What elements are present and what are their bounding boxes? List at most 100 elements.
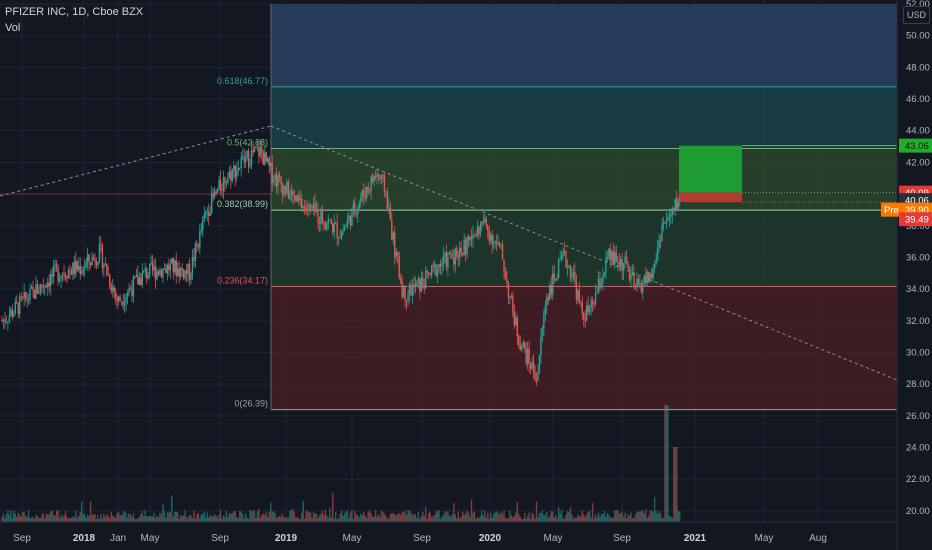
volume-bar (256, 511, 259, 522)
candle-body (11, 309, 14, 317)
candle-body (584, 319, 586, 321)
candle-body (540, 337, 542, 356)
volume-bar (264, 514, 266, 522)
volume-bar (324, 509, 327, 522)
volume-bar (162, 504, 164, 522)
candle-body (621, 259, 623, 271)
candle-body (343, 227, 346, 231)
volume-indicator-label[interactable]: Vol (5, 22, 21, 34)
volume-bar (560, 509, 563, 522)
trendline-up[interactable] (0, 125, 272, 197)
candle-body (79, 266, 81, 274)
volume-bar (425, 506, 427, 522)
candle-body (210, 193, 213, 214)
volume-bar (525, 518, 527, 522)
volume-bar (50, 511, 52, 522)
candle-body (470, 237, 473, 239)
volume-bar (337, 518, 340, 522)
candle-body (177, 268, 179, 276)
candle-body (529, 363, 532, 369)
volume-bar (365, 517, 368, 522)
volume-bar (29, 517, 31, 522)
candle-body (333, 223, 335, 233)
candle-body (162, 268, 164, 278)
symbol-title[interactable]: PFIZER INC, 1D, Cboe BZX (5, 6, 144, 18)
candle-body (581, 302, 583, 314)
volume-bar (646, 517, 648, 522)
time-tick-label: Aug (809, 533, 827, 544)
volume-bar (268, 511, 270, 522)
volume-bar (252, 510, 254, 522)
volume-bar (35, 514, 37, 522)
volume-bar (636, 511, 638, 522)
volume-bar (2, 513, 5, 522)
candle-body (327, 219, 330, 224)
trendline-down[interactable] (270, 125, 898, 381)
volume-bar (236, 516, 238, 522)
candle-body (218, 179, 220, 190)
volume-bar (69, 518, 71, 522)
candle-body (435, 264, 437, 277)
volume-bar (574, 517, 576, 522)
volume-bar (296, 517, 299, 522)
candle-body (309, 203, 312, 207)
candle-body (14, 301, 16, 314)
candle-body (303, 206, 306, 208)
volume-bar (491, 517, 493, 522)
candle-body (645, 275, 647, 283)
candle-body (284, 185, 287, 194)
volume-bar (671, 517, 674, 522)
volume-bar (147, 516, 149, 522)
candle-body (101, 245, 104, 269)
candle-body (622, 263, 625, 271)
volume-bar (562, 518, 564, 522)
volume-bar (528, 512, 530, 522)
volume-bar (131, 516, 133, 522)
candle-body (221, 190, 223, 192)
volume-bar (323, 515, 325, 522)
volume-bar (450, 516, 452, 522)
candle-body (568, 265, 570, 267)
volume-bar (608, 514, 610, 522)
volume-bar (194, 518, 197, 522)
candle-body (30, 287, 33, 289)
volume-bar (349, 511, 352, 522)
volume-bar (426, 518, 428, 522)
volume-bar (134, 518, 136, 522)
volume-bar (500, 511, 502, 522)
volume-bar (166, 512, 169, 522)
position-stop-zone[interactable] (679, 192, 742, 203)
candle-body (256, 147, 259, 149)
candle-body (585, 305, 588, 321)
volume-bar (522, 518, 524, 522)
volume-bar (679, 511, 681, 522)
volume-bar (447, 510, 449, 522)
candle-body (395, 251, 397, 257)
volume-bar (535, 501, 538, 522)
currency-button[interactable]: USD (903, 6, 930, 24)
candle-body (112, 287, 114, 292)
candle-body (633, 273, 635, 286)
volume-bar (575, 518, 578, 522)
candle-body (212, 193, 214, 197)
candle-body (163, 268, 166, 270)
volume-bar (202, 514, 204, 522)
volume-bar (453, 503, 455, 522)
candle-body (428, 272, 430, 275)
volume-bar (506, 518, 508, 522)
volume-bar (397, 514, 399, 522)
volume-bar (280, 516, 282, 522)
position-target-zone[interactable] (679, 145, 742, 193)
volume-bar (428, 512, 430, 522)
volume-bar (113, 516, 115, 522)
candle-body (448, 252, 451, 254)
time-tick-label: Sep (211, 533, 229, 544)
candle-body (563, 250, 566, 252)
candles (1, 139, 681, 386)
volume-bar (593, 518, 595, 522)
volume-bar (553, 517, 555, 522)
candle-body (450, 252, 452, 259)
volume-bar (119, 514, 121, 522)
